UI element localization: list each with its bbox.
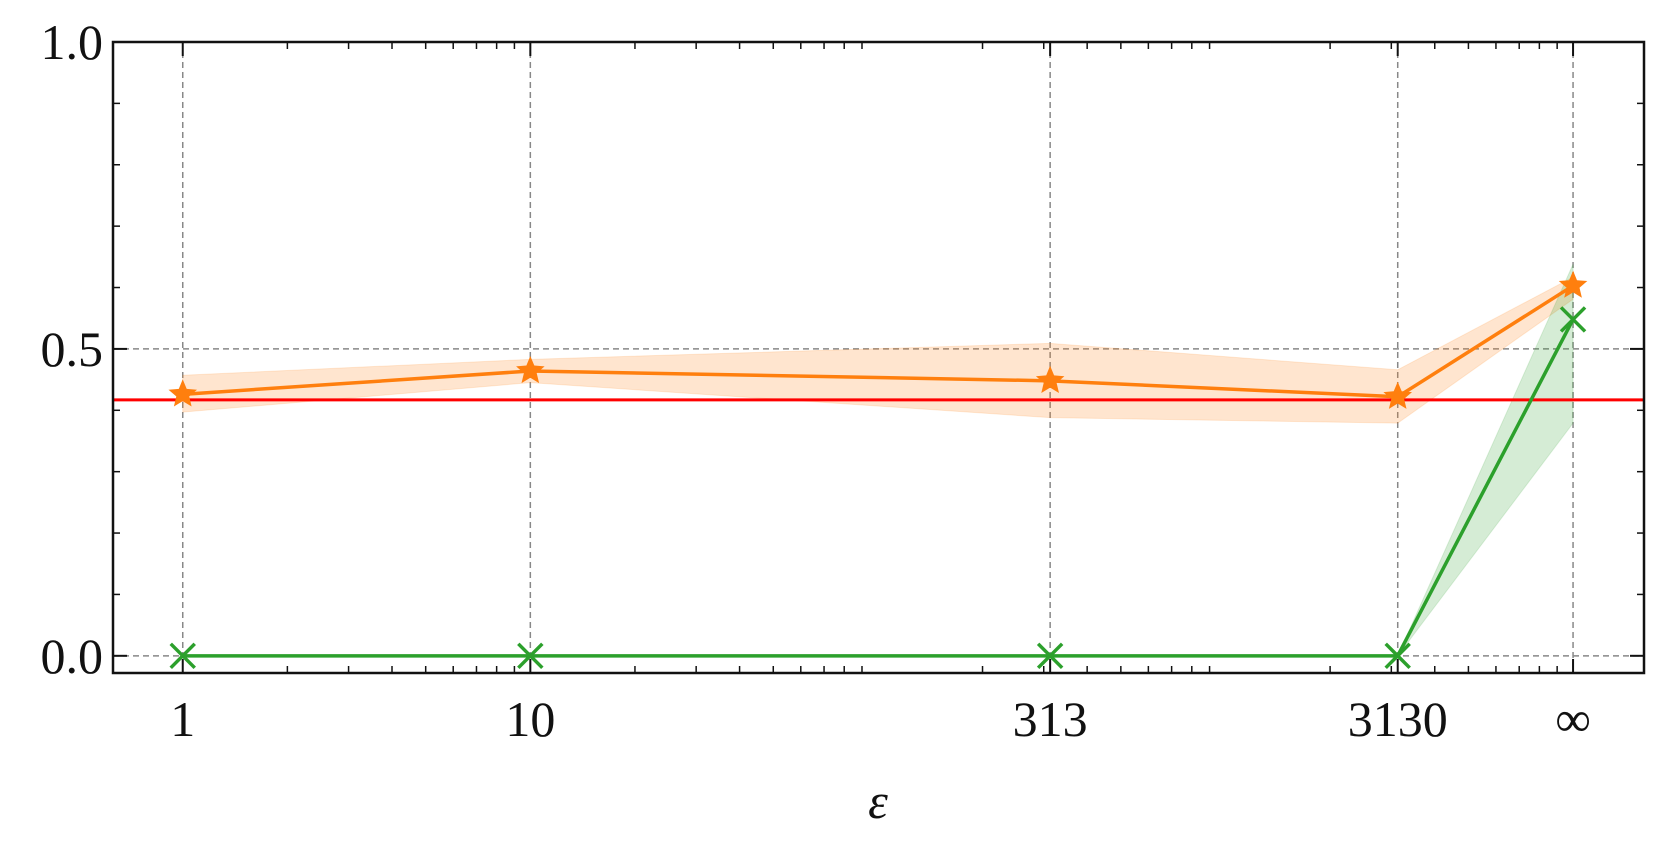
marker	[1384, 642, 1411, 670]
marker	[1035, 365, 1065, 393]
y-tick-label: 0.0	[41, 628, 104, 684]
marker	[169, 642, 196, 670]
y-tick-label: 1.0	[41, 14, 104, 70]
marker	[1558, 270, 1588, 298]
marker	[1383, 381, 1412, 409]
y-tick-label: 0.5	[41, 321, 104, 377]
x-tick-label: 1	[170, 691, 195, 747]
confidence-band	[182, 276, 1574, 424]
marker	[517, 642, 544, 670]
marker	[1559, 306, 1587, 333]
plot-frame	[111, 40, 1646, 675]
marker	[1036, 642, 1064, 670]
x-axis-label: ε	[868, 773, 888, 829]
x-tick-label: 3130	[1348, 691, 1448, 747]
confidence-band	[182, 263, 1574, 657]
x-tick-label: 313	[1013, 691, 1088, 747]
marker	[516, 356, 545, 384]
x-tick-label: ∞	[1555, 691, 1591, 747]
x-tick-label: 10	[505, 691, 555, 747]
marker	[168, 379, 197, 407]
